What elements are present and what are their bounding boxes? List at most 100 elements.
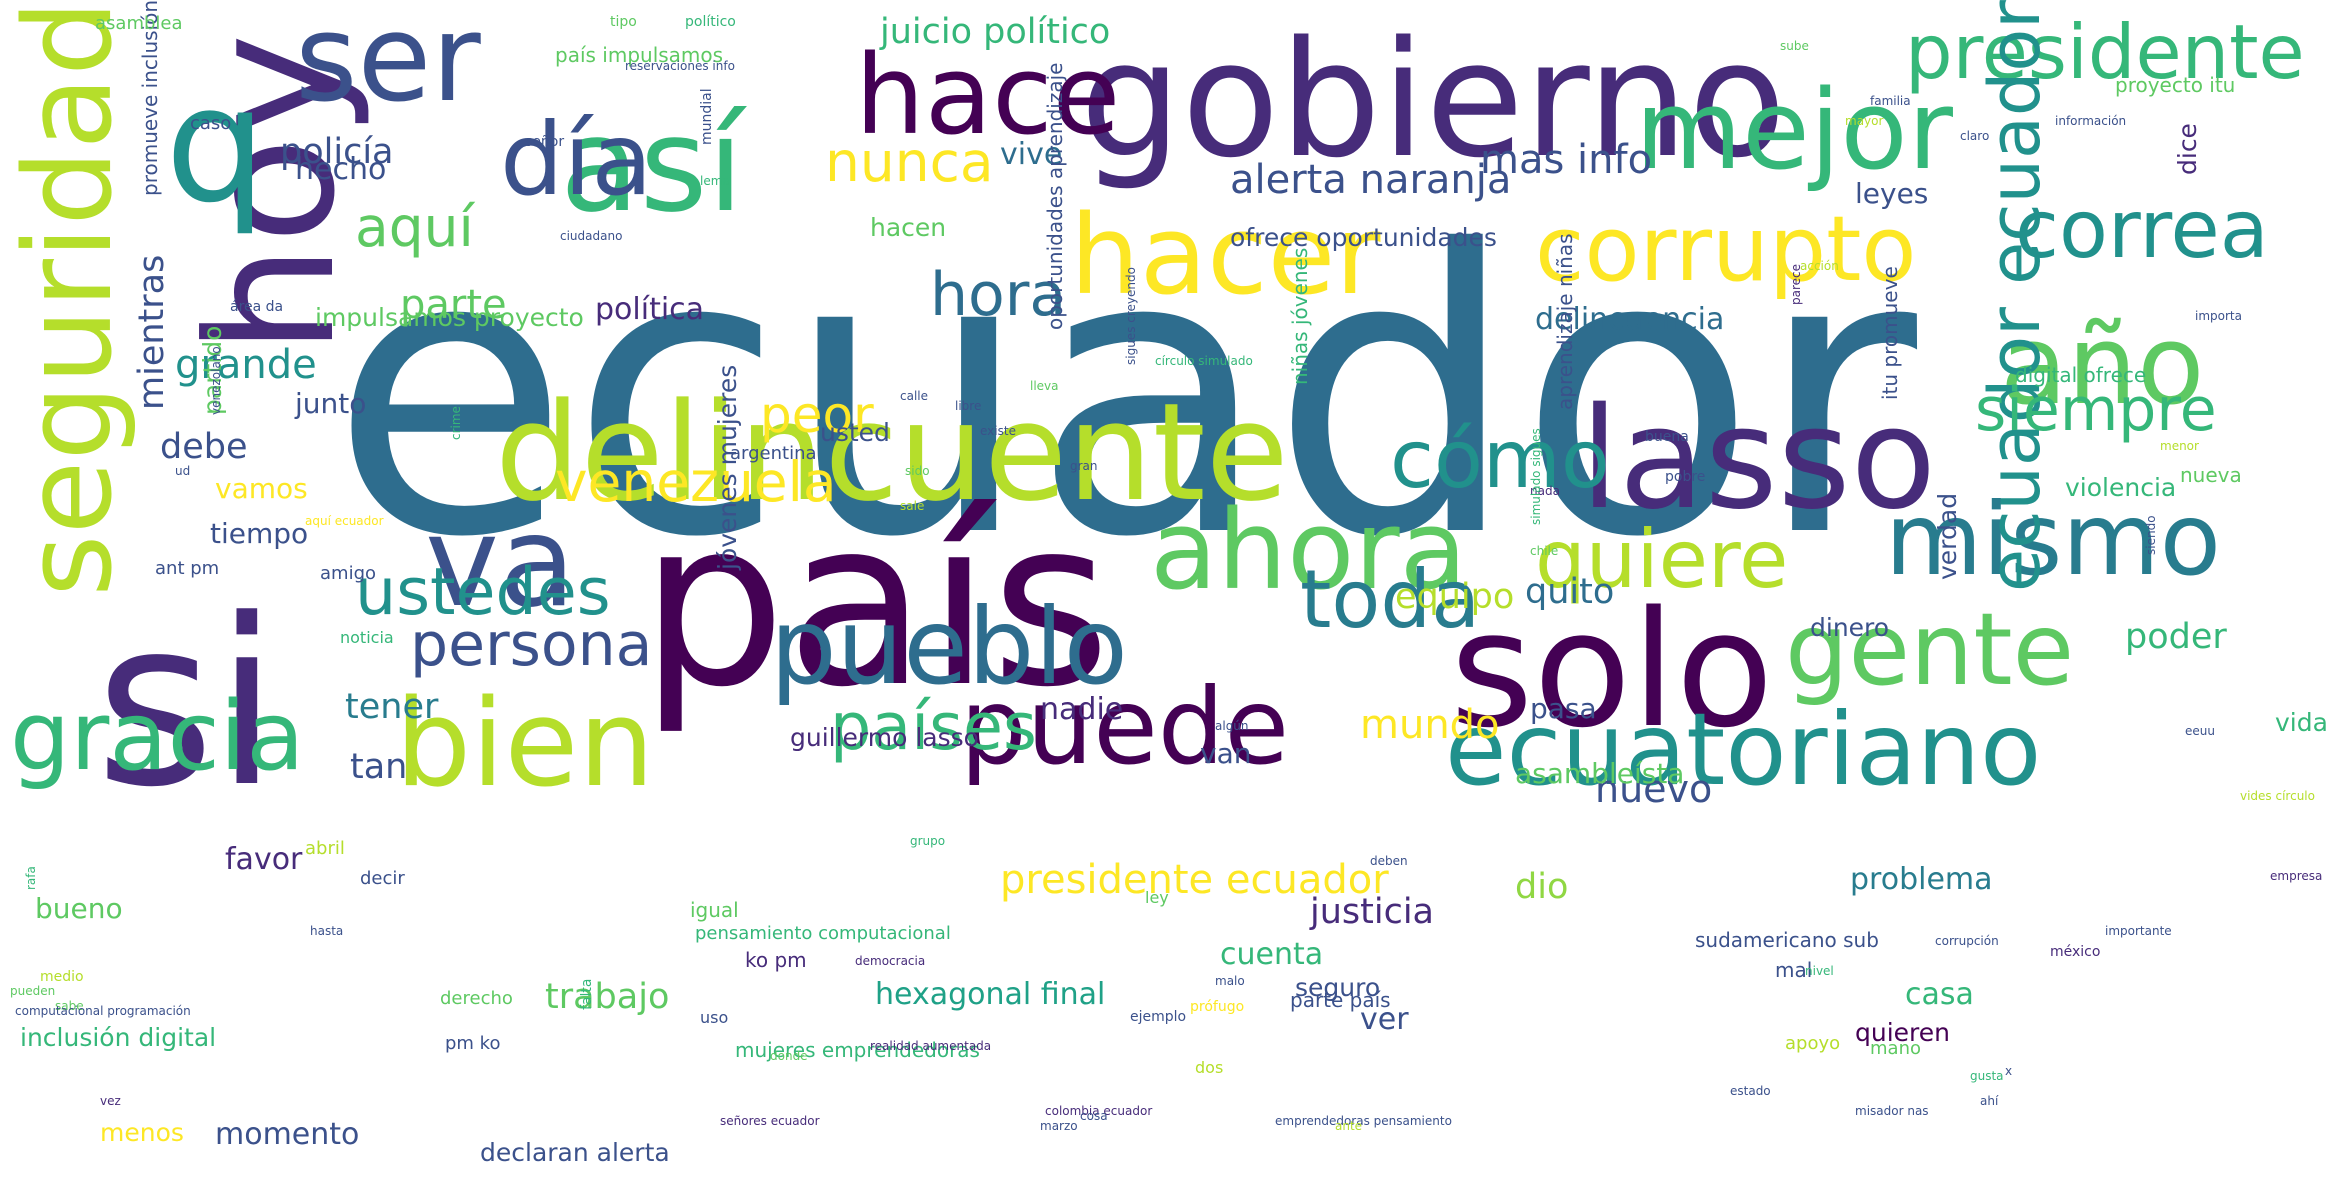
word: estado bbox=[1730, 1084, 1771, 1098]
word: grande bbox=[175, 342, 317, 388]
word: inclusión digital bbox=[20, 1023, 217, 1052]
word: mejor bbox=[1635, 66, 1953, 194]
word: hasta bbox=[310, 924, 344, 938]
word: mundial bbox=[699, 88, 715, 145]
word: justicia bbox=[1310, 892, 1435, 932]
word: pueden bbox=[10, 984, 56, 998]
word: hexagonal final bbox=[875, 977, 1106, 1012]
word: emprendedoras pensamiento bbox=[1275, 1114, 1452, 1128]
word: calle bbox=[900, 389, 929, 403]
word: junto bbox=[295, 387, 367, 420]
word: impulsamos proyecto bbox=[315, 303, 584, 332]
word: verdad bbox=[1933, 492, 1962, 580]
word: poder bbox=[2125, 617, 2227, 657]
word: ejemplo bbox=[1130, 1009, 1187, 1025]
word: gusta bbox=[1970, 1069, 2004, 1083]
word: correa bbox=[2015, 183, 2269, 276]
word: ecuador bbox=[330, 168, 1918, 622]
word: sigues creyendo bbox=[1124, 267, 1138, 365]
word: ecuatoriano bbox=[1445, 691, 2042, 808]
word: donde bbox=[770, 1049, 808, 1063]
word: peor bbox=[760, 386, 874, 444]
word: bueno bbox=[35, 892, 123, 925]
word: señores ecuador bbox=[720, 1114, 820, 1128]
word: buena bbox=[1645, 429, 1689, 445]
word: juicio político bbox=[880, 12, 1111, 52]
word: mas info bbox=[1480, 137, 1653, 183]
word: hacen bbox=[870, 213, 947, 242]
word: pensamiento computacional bbox=[695, 923, 951, 944]
word: crime bbox=[449, 406, 463, 440]
word: parte país bbox=[1290, 988, 1391, 1012]
word: cuenta bbox=[1220, 937, 1324, 972]
word: área da bbox=[230, 299, 284, 315]
word: parte bbox=[400, 282, 507, 328]
word: mientras bbox=[132, 254, 172, 410]
word: usted bbox=[820, 418, 890, 447]
word: solo bbox=[1450, 576, 1774, 763]
word: mismo bbox=[1885, 481, 2221, 598]
word: corrupción bbox=[1935, 934, 1999, 948]
word: puede bbox=[960, 666, 1290, 788]
word: algún bbox=[1215, 719, 1249, 733]
word: dice bbox=[2173, 123, 2202, 175]
word: claro bbox=[1960, 129, 1990, 143]
word: computacional programación bbox=[15, 1004, 191, 1018]
word: corrupto bbox=[1535, 197, 1917, 302]
word: falta bbox=[579, 978, 595, 1010]
word: vez bbox=[100, 1094, 121, 1108]
word: libre bbox=[955, 399, 982, 413]
word: dio bbox=[1515, 867, 1569, 907]
word: apoyo bbox=[1785, 1033, 1841, 1054]
word: tipo bbox=[610, 14, 637, 30]
word: noticia bbox=[340, 628, 394, 647]
word: caso bbox=[190, 113, 232, 134]
word: lleva bbox=[1030, 379, 1059, 393]
word: ante bbox=[1335, 1119, 1363, 1133]
word: ko pm bbox=[745, 948, 807, 972]
word: existe bbox=[980, 424, 1016, 438]
word: violencia bbox=[2065, 473, 2177, 502]
word: sale bbox=[900, 499, 925, 513]
word: equipo bbox=[1395, 577, 1515, 617]
word: jóvenes mujeres bbox=[713, 364, 742, 570]
word: marzo bbox=[1040, 1119, 1078, 1133]
word: amigo bbox=[320, 563, 377, 584]
word: nadie bbox=[1040, 692, 1124, 727]
word: delincuente bbox=[495, 374, 1289, 531]
word: deben bbox=[1370, 854, 1408, 868]
word: ofrece oportunidades bbox=[1230, 223, 1497, 252]
word: sube bbox=[1780, 39, 1809, 53]
word: mujeres emprendedoras bbox=[735, 1038, 980, 1062]
word: quieren bbox=[1855, 1018, 1950, 1047]
word: declaran alerta bbox=[480, 1138, 670, 1167]
word: gran bbox=[1070, 459, 1098, 473]
word: familia bbox=[1870, 94, 1911, 108]
word: política bbox=[595, 292, 705, 327]
word: misador nas bbox=[1855, 1104, 1929, 1118]
word: información bbox=[2055, 114, 2127, 128]
word: favor bbox=[225, 842, 303, 877]
word: ser bbox=[295, 0, 481, 129]
word: sido bbox=[905, 464, 930, 478]
word: si bbox=[95, 571, 279, 838]
word: gobierno bbox=[1080, 6, 1787, 193]
word: nada bbox=[1530, 484, 1560, 498]
word: ud bbox=[175, 464, 191, 478]
word: ahí bbox=[1980, 1094, 1999, 1108]
word: igual bbox=[690, 898, 739, 922]
word: proyecto itu bbox=[2115, 73, 2236, 97]
word: leyes bbox=[1855, 177, 1929, 210]
word: siendo bbox=[2144, 515, 2158, 555]
word: político bbox=[685, 14, 736, 30]
word: nuevo bbox=[1595, 767, 1713, 811]
word: país impulsamos bbox=[555, 43, 724, 67]
word: venezolano bbox=[209, 346, 223, 415]
word: van bbox=[1200, 737, 1252, 770]
word: vamos bbox=[215, 472, 308, 505]
word: aquí ecuador bbox=[305, 514, 384, 528]
word: nivel bbox=[1805, 964, 1834, 978]
word: nueva bbox=[2180, 463, 2242, 487]
word: importa bbox=[2195, 309, 2242, 323]
